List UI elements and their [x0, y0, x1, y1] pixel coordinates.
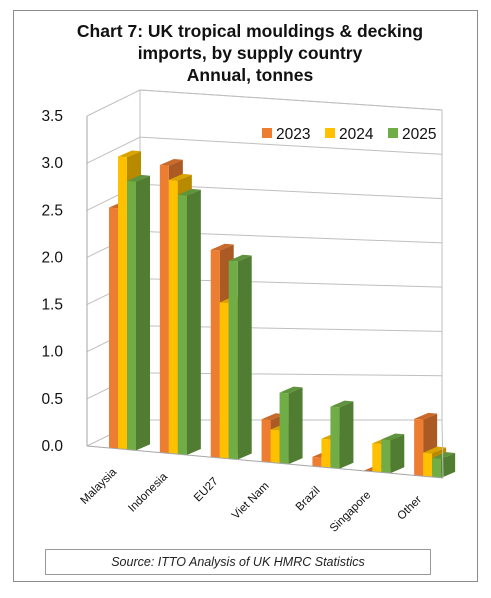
bar-top-face [279, 386, 303, 394]
bar-front-face [219, 302, 229, 459]
bar-side-face [390, 434, 405, 474]
bar-top-face [210, 243, 234, 251]
gridline-side [86, 136, 141, 164]
legend-label-2025: 2025 [402, 126, 436, 143]
bar-front-face [321, 438, 331, 468]
bar-front-face [423, 452, 433, 478]
x-tick-label: Indonesia [126, 470, 170, 514]
legend-label-2023: 2023 [276, 126, 310, 143]
y-tick-label: 2.5 [41, 202, 63, 219]
bar-side-face [339, 401, 354, 469]
gridline-side [86, 89, 141, 117]
x-tick-label: Singapore [328, 489, 374, 535]
bar-2025-malaysia [127, 174, 150, 451]
y-axis: 0.0 0.5 1.0 1.5 2.0 2.5 3.0 3.5 [41, 108, 88, 455]
chart-title: Chart 7: UK tropical mouldings & decking… [60, 20, 440, 86]
bar-2025-indonesia [177, 188, 201, 455]
bar-side-face [186, 189, 201, 455]
legend-swatch-2023 [262, 128, 272, 138]
bar-front-face [279, 392, 289, 465]
bar-top-face [118, 150, 141, 158]
x-tick-label: Viet Nam [230, 480, 272, 522]
gridline [139, 89, 443, 111]
bar-front-face [159, 164, 169, 454]
bar-side-face [136, 175, 150, 451]
bar-front-face [414, 418, 424, 477]
y-tick-label: 1.5 [41, 297, 63, 314]
bar-side-face [441, 452, 456, 478]
bar-front-face [118, 156, 127, 450]
bar-front-face [127, 180, 136, 451]
bar-top-face [168, 173, 192, 181]
chart-title-line-3: Annual, tonnes [186, 65, 314, 85]
bar-front-face [270, 429, 280, 464]
floor-side-edge [441, 419, 444, 479]
bar-top-face [159, 158, 183, 166]
bar-front-face [228, 260, 238, 460]
legend-swatch-2025 [388, 128, 398, 138]
bar-2025-other [432, 452, 456, 478]
y-tick-label: 1.0 [41, 344, 63, 361]
y-tick-label: 3.5 [41, 108, 63, 125]
bar-top-face [414, 412, 438, 420]
x-axis-line [86, 445, 444, 479]
bar-front-face [210, 249, 220, 458]
bar-2025-singapore [381, 433, 405, 474]
bar-top-face [127, 174, 150, 182]
gridline [139, 136, 443, 155]
source-note: Source: ITTO Analysis of UK HMRC Statist… [45, 549, 431, 575]
bar-front-face [381, 439, 391, 474]
bar-2025-viet-nam [279, 386, 303, 465]
bar-front-face [330, 406, 340, 469]
bar-top-face [330, 400, 354, 408]
bar-front-face [432, 458, 442, 478]
bar-top-face [177, 188, 201, 196]
bar-top-face [228, 254, 252, 262]
bar-top-face [423, 446, 447, 454]
x-tick-label: EU27 [192, 475, 221, 504]
bar-2025-eu27 [228, 254, 252, 460]
x-tick-label: Malaysia [79, 466, 120, 507]
bar-front-face [372, 443, 382, 473]
y-tick-label: 0.0 [41, 438, 63, 455]
chart-bars [109, 150, 456, 478]
bar-front-face [177, 194, 187, 455]
y-tick-label: 2.0 [41, 249, 63, 266]
bar-front-face [168, 179, 178, 455]
legend-swatch-2024 [325, 128, 335, 138]
chart-legend: 2023 2024 2025 [262, 126, 436, 143]
bar-side-face [288, 387, 303, 465]
bar-top-face [381, 433, 405, 441]
bar-side-face [237, 255, 252, 460]
bar-front-face [109, 207, 118, 449]
bar-front-face [312, 456, 322, 468]
bar-front-face [261, 419, 271, 463]
y-tick-label: 0.5 [41, 391, 63, 408]
bar-top-face [432, 452, 456, 459]
chart-title-line-2: imports, by supply country [137, 43, 363, 63]
bar-2025-brazil [330, 400, 354, 469]
bar-top-face [261, 413, 285, 421]
x-tick-label: Brazil [294, 485, 323, 514]
chart-title-line-1: Chart 7: UK tropical mouldings & decking [76, 21, 424, 41]
legend-label-2024: 2024 [339, 126, 374, 143]
x-tick-label: Other [395, 494, 424, 523]
y-tick-label: 3.0 [41, 155, 63, 172]
